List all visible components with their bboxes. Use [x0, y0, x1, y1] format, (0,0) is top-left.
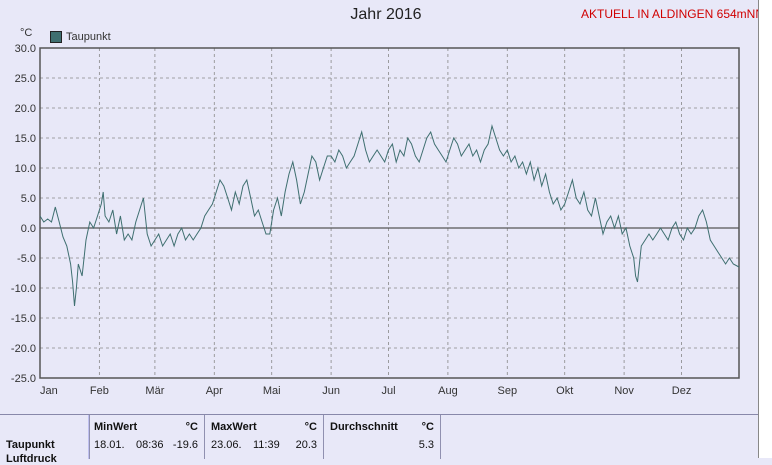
min-unit: °C: [185, 421, 198, 433]
max-date: 23.06.: [211, 439, 242, 451]
y-tick-label: 5.0: [21, 193, 36, 205]
plot-frame: [39, 47, 740, 379]
x-tick-label: Apr: [206, 385, 223, 397]
y-tick-labels: 30.0 25.0 20.0 15.0 10.0 5.0 0.0 -5.0 -10.0 -15.0…: [11, 43, 36, 385]
avg-value: 5.3: [418, 439, 434, 451]
y-tick-label: 0.0: [21, 223, 36, 235]
y-tick-label: -15.0: [11, 313, 36, 325]
min-header: MinWert: [94, 421, 138, 433]
row-label-cell: Taupunkt Luftdruck: [0, 415, 88, 465]
y-tick-label: -20.0: [11, 343, 36, 355]
x-tick-label: Jul: [382, 385, 396, 397]
x-tick-label: Mär: [145, 385, 164, 397]
chart-title: Jahr 2016: [350, 6, 422, 23]
y-unit-label: °C: [20, 27, 33, 39]
y-tick-label: 25.0: [15, 73, 36, 85]
x-tick-labels: Jan Feb Mär Apr Mai Jun Jul Aug Sep Okt Nov Dez: [40, 385, 691, 397]
stats-table: Taupunkt Luftdruck MinWert °C 18.01. 08:…: [0, 414, 759, 465]
x-tick-label: Feb: [90, 385, 109, 397]
x-tick-label: Aug: [438, 385, 458, 397]
max-value: 20.3: [295, 439, 317, 451]
max-cell: MaxWert °C 23.06. 11:39 20.3: [204, 415, 323, 459]
avg-cell: Durchschnitt °C 5.3: [323, 415, 440, 459]
min-time: 08:36: [136, 439, 164, 451]
row-label-2: Luftdruck: [6, 453, 57, 465]
y-tick-label: 30.0: [15, 43, 36, 55]
max-unit: °C: [304, 421, 317, 433]
taupunkt-series: [39, 124, 740, 307]
y-tick-label: 10.0: [15, 163, 36, 175]
y-tick-label: 15.0: [15, 133, 36, 145]
grid: [40, 48, 739, 378]
empty-cell: [440, 415, 759, 459]
max-header: MaxWert: [211, 421, 257, 433]
legend-swatch: [50, 31, 62, 43]
legend: Taupunkt: [50, 31, 111, 43]
y-tick-label: -10.0: [11, 283, 36, 295]
adjacent-panel-edge: [758, 0, 772, 458]
min-cell: MinWert °C 18.01. 08:36 -19.6: [89, 415, 204, 459]
x-tick-label: Dez: [672, 385, 692, 397]
avg-unit: °C: [421, 421, 434, 433]
min-value: -19.6: [172, 439, 198, 451]
x-tick-label: Jun: [322, 385, 340, 397]
x-tick-label: Mai: [263, 385, 281, 397]
max-time: 11:39: [253, 439, 280, 451]
x-tick-label: Okt: [556, 385, 573, 397]
y-tick-label: -5.0: [17, 253, 36, 265]
y-tick-label: -25.0: [11, 373, 36, 385]
location-badge: AKTUELL IN ALDINGEN 654mNN: [581, 7, 764, 21]
row-label: Taupunkt: [6, 439, 55, 451]
x-tick-label: Jan: [40, 385, 58, 397]
avg-header: Durchschnitt: [330, 421, 398, 433]
y-tick-label: 20.0: [15, 103, 36, 115]
min-date: 18.01.: [94, 439, 125, 451]
x-tick-label: Nov: [614, 385, 634, 397]
legend-label: Taupunkt: [66, 31, 111, 43]
x-tick-label: Sep: [497, 385, 517, 397]
